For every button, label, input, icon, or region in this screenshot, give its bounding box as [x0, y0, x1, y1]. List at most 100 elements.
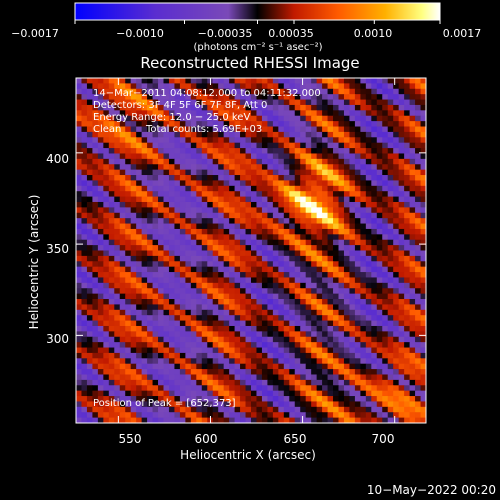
- heatmap-cell: [365, 390, 372, 397]
- heatmap-cell: [300, 212, 307, 219]
- heatmap-cell: [387, 191, 394, 197]
- heatmap-cell: [420, 137, 426, 144]
- heatmap-cell: [294, 396, 301, 402]
- heatmap-cell: [207, 137, 214, 144]
- heatmap-cell: [278, 148, 285, 154]
- heatmap-cell: [158, 250, 164, 257]
- heatmap-cell: [289, 309, 296, 316]
- heatmap-cell: [163, 104, 170, 111]
- heatmap-cell: [305, 158, 312, 165]
- heatmap-cell: [278, 245, 285, 251]
- heatmap-cell: [371, 158, 378, 165]
- heatmap-cell: [349, 412, 356, 419]
- heatmap-cell: [349, 126, 356, 133]
- heatmap-cell: [316, 342, 323, 348]
- heatmap-cell: [343, 363, 350, 370]
- heatmap-cell: [201, 352, 208, 359]
- heatmap-cell: [240, 245, 246, 251]
- heatmap-cell: [223, 121, 230, 127]
- heatmap-cell: [251, 196, 257, 203]
- heatmap-cell: [283, 309, 290, 316]
- heatmap-cell: [420, 352, 426, 359]
- heatmap-cell: [278, 379, 285, 386]
- heatmap-cell: [119, 185, 126, 192]
- heatmap-cell: [322, 261, 328, 268]
- heatmap-cell: [393, 342, 400, 348]
- heatmap-cell: [387, 336, 394, 343]
- heatmap-cell: [360, 379, 367, 386]
- heatmap-cell: [322, 88, 328, 95]
- heatmap-cell: [119, 347, 126, 354]
- heatmap-cell: [76, 406, 82, 413]
- heatmap-cell: [387, 218, 394, 224]
- heatmap-cell: [103, 142, 110, 149]
- heatmap-cell: [404, 406, 410, 413]
- heatmap-cell: [311, 104, 318, 111]
- heatmap-cell: [311, 266, 318, 273]
- heatmap-cell: [283, 239, 290, 246]
- heatmap-cell: [349, 153, 356, 160]
- heatmap-cell: [420, 347, 426, 354]
- heatmap-cell: [267, 390, 274, 397]
- heatmap-cell: [333, 363, 339, 370]
- heatmap-cell: [398, 282, 405, 289]
- heatmap-cell: [81, 201, 88, 208]
- heatmap-cell: [267, 277, 274, 284]
- heatmap-cell: [201, 406, 208, 413]
- heatmap-cell: [86, 385, 93, 392]
- heatmap-cell: [251, 320, 257, 327]
- heatmap-cell: [294, 379, 301, 386]
- heatmap-cell: [136, 131, 143, 138]
- heatmap-cell: [185, 385, 192, 392]
- heatmap-cell: [289, 180, 296, 187]
- heatmap-cell: [327, 293, 334, 300]
- heatmap-cell: [393, 218, 400, 224]
- heatmap-cell: [365, 277, 372, 284]
- heatmap-cell: [343, 299, 350, 305]
- heatmap-cell: [245, 358, 252, 365]
- heatmap-cell: [420, 131, 426, 138]
- heatmap-cell: [114, 363, 121, 370]
- heatmap-cell: [360, 78, 367, 84]
- heatmap-cell: [272, 126, 279, 133]
- heatmap-cell: [114, 396, 121, 402]
- heatmap-cell: [322, 126, 328, 133]
- heatmap-cell: [212, 191, 219, 197]
- heatmap-cell: [305, 304, 312, 311]
- heatmap-cell: [245, 191, 252, 197]
- heatmap-cell: [240, 191, 246, 197]
- heatmap-cell: [376, 342, 383, 348]
- heatmap-cell: [278, 406, 285, 413]
- heatmap-cell: [229, 288, 235, 295]
- heatmap-cell: [305, 320, 312, 327]
- heatmap-cell: [267, 369, 274, 375]
- heatmap-cell: [251, 282, 257, 289]
- heatmap-cell: [371, 385, 378, 392]
- heatmap-cell: [311, 223, 318, 230]
- heatmap-cell: [81, 282, 88, 289]
- heatmap-cell: [382, 379, 389, 386]
- heatmap-cell: [223, 115, 230, 122]
- heatmap-cell: [278, 401, 285, 408]
- heatmap-cell: [207, 169, 214, 176]
- heatmap-cell: [343, 282, 350, 289]
- heatmap-cell: [316, 379, 323, 386]
- heatmap-cell: [316, 228, 323, 235]
- heatmap-cell: [305, 331, 312, 338]
- heatmap-cell: [343, 110, 350, 117]
- heatmap-cell: [103, 352, 110, 359]
- heatmap-cell: [86, 336, 93, 343]
- heatmap-cell: [311, 78, 318, 84]
- heatmap-cell: [212, 374, 219, 381]
- heatmap-cell: [338, 110, 345, 117]
- heatmap-cell: [76, 137, 82, 144]
- heatmap-cell: [86, 282, 93, 289]
- heatmap-image: [76, 78, 426, 423]
- heatmap-cell: [136, 234, 143, 241]
- heatmap-cell: [97, 406, 104, 413]
- heatmap-cell: [86, 288, 93, 295]
- heatmap-cell: [125, 282, 132, 289]
- heatmap-cell: [234, 261, 241, 268]
- heatmap-cell: [354, 131, 361, 138]
- heatmap-cell: [349, 207, 356, 214]
